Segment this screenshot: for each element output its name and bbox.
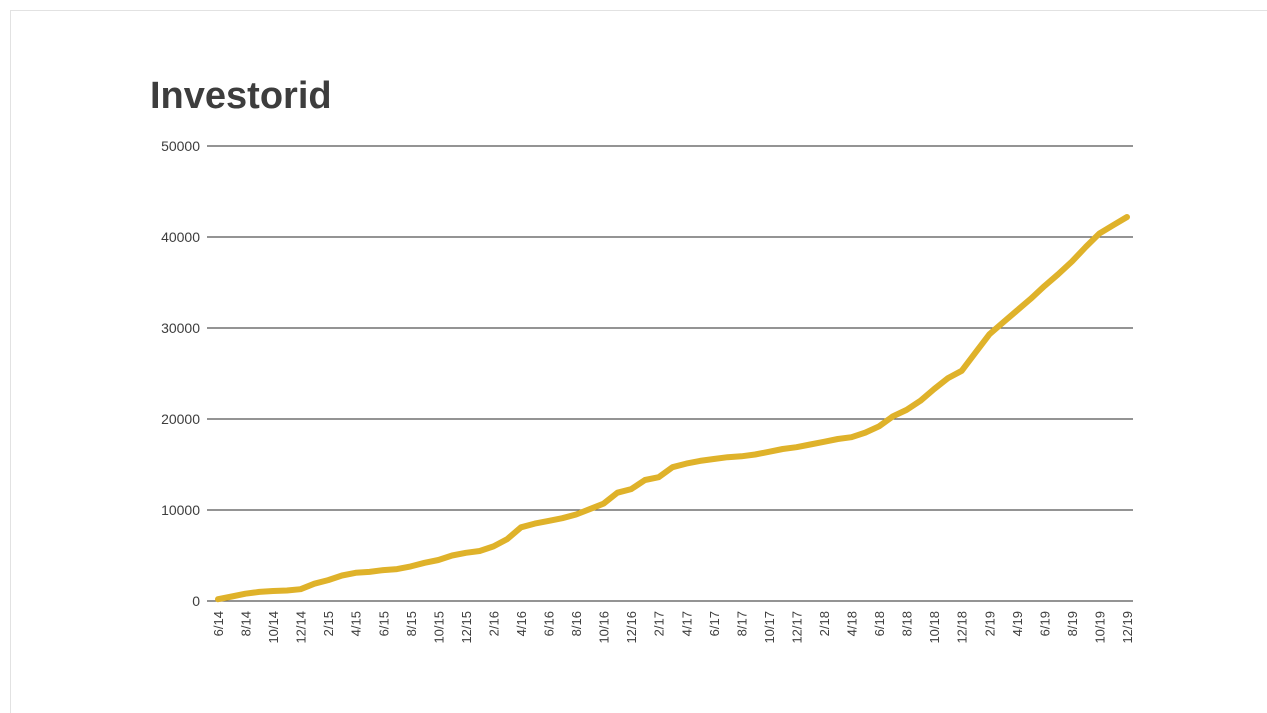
series-layer bbox=[215, 214, 1130, 603]
y-tick-label: 30000 bbox=[161, 320, 200, 336]
x-tick-label: 4/19 bbox=[1010, 611, 1025, 636]
y-axis-ticks: 0 10000 20000 30000 40000 50000 bbox=[161, 138, 200, 609]
x-tick-label: 10/19 bbox=[1092, 611, 1107, 644]
x-tick-label: 8/15 bbox=[404, 611, 419, 636]
x-tick-label: 12/16 bbox=[624, 611, 639, 644]
y-tick-label: 50000 bbox=[161, 138, 200, 154]
x-tick-label: 2/19 bbox=[982, 611, 997, 636]
x-tick-label: 12/17 bbox=[789, 611, 804, 644]
x-axis-ticks: 6/14 8/14 10/14 12/14 2/15 4/15 6/15 8/15 10/15 1… bbox=[211, 611, 1135, 644]
x-tick-label: 8/18 bbox=[900, 611, 915, 636]
x-tick-label: 2/17 bbox=[652, 611, 667, 636]
x-tick-label: 10/15 bbox=[431, 611, 446, 644]
x-tick-label: 6/16 bbox=[542, 611, 557, 636]
y-tick-label: 20000 bbox=[161, 411, 200, 427]
x-tick-label: 12/15 bbox=[459, 611, 474, 644]
x-tick-label: 8/19 bbox=[1065, 611, 1080, 636]
x-tick-label: 12/14 bbox=[294, 611, 309, 644]
x-tick-label: 8/14 bbox=[239, 611, 254, 636]
x-tick-label: 2/15 bbox=[321, 611, 336, 636]
x-tick-label: 6/14 bbox=[211, 611, 226, 636]
x-tick-label: 6/18 bbox=[872, 611, 887, 636]
x-tick-label: 4/16 bbox=[514, 611, 529, 636]
series-line bbox=[215, 214, 1130, 603]
x-tick-label: 6/15 bbox=[376, 611, 391, 636]
x-tick-label: 4/15 bbox=[349, 611, 364, 636]
x-tick-label: 6/17 bbox=[707, 611, 722, 636]
x-tick-label: 10/18 bbox=[927, 611, 942, 644]
x-tick-label: 4/18 bbox=[845, 611, 860, 636]
y-tick-label: 40000 bbox=[161, 229, 200, 245]
x-tick-label: 2/18 bbox=[817, 611, 832, 636]
x-tick-label: 2/16 bbox=[486, 611, 501, 636]
x-tick-label: 10/14 bbox=[266, 611, 281, 644]
x-tick-label: 12/19 bbox=[1120, 611, 1135, 644]
x-tick-label: 10/16 bbox=[597, 611, 612, 644]
x-tick-label: 8/16 bbox=[569, 611, 584, 636]
chart-frame bbox=[10, 10, 1267, 713]
gridlines bbox=[207, 145, 1133, 602]
x-tick-label: 12/18 bbox=[955, 611, 970, 644]
x-tick-label: 10/17 bbox=[762, 611, 777, 644]
y-tick-label: 0 bbox=[192, 593, 200, 609]
chart-title: Investorid bbox=[150, 75, 332, 117]
x-tick-label: 6/19 bbox=[1037, 611, 1052, 636]
x-tick-label: 4/17 bbox=[679, 611, 694, 636]
y-tick-label: 10000 bbox=[161, 502, 200, 518]
x-tick-label: 8/17 bbox=[734, 611, 749, 636]
